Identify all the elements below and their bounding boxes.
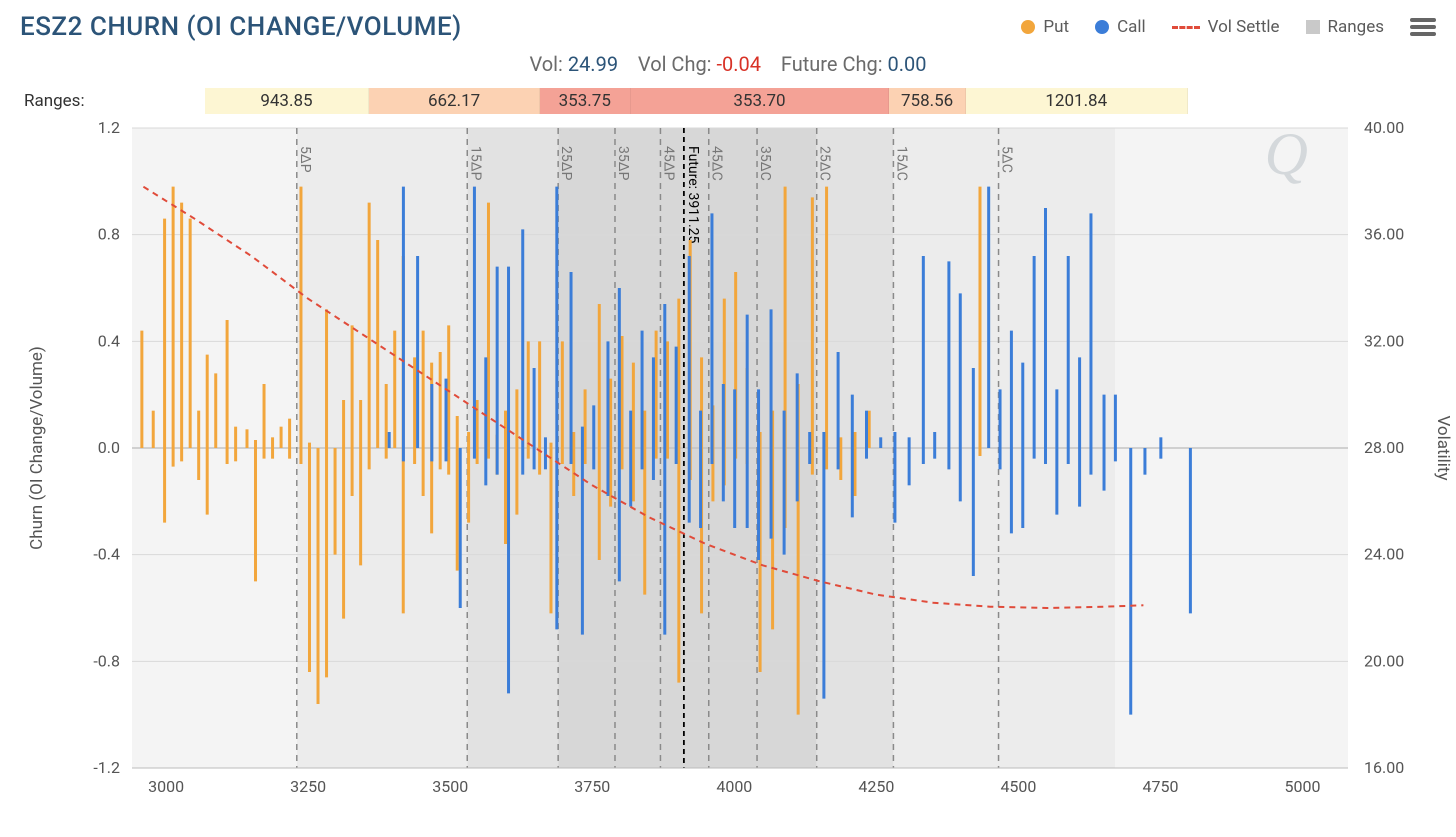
svg-text:15ΔC: 15ΔC <box>893 146 909 181</box>
vol-label: Vol: <box>529 52 562 76</box>
svg-text:3250: 3250 <box>290 777 326 796</box>
chart-legend: Put Call Vol Settle Ranges <box>1021 17 1436 37</box>
svg-text:0.0: 0.0 <box>98 438 120 457</box>
range-cell: 353.70 <box>631 88 890 114</box>
svg-text:Future: 3911.25: Future: 3911.25 <box>685 146 701 244</box>
svg-text:3750: 3750 <box>574 777 610 796</box>
range-cell: 943.85 <box>205 88 370 114</box>
svg-text:Q: Q <box>1265 121 1308 187</box>
svg-text:20.00: 20.00 <box>1364 651 1404 670</box>
svg-text:0.8: 0.8 <box>98 225 120 244</box>
chart-container: -1.2 -0.8 -0.4 0.0 0.4 0.8 1.2 16.00 20.00 24.00 2… <box>24 118 1456 808</box>
volchg-value: -0.04 <box>717 52 762 76</box>
futchg-label: Future Chg: <box>781 52 883 76</box>
svg-text:28.00: 28.00 <box>1364 438 1404 457</box>
futchg-value: 0.00 <box>888 52 927 76</box>
legend-vol[interactable]: Vol Settle <box>1172 17 1280 37</box>
chart-title: ESZ2 CHURN (OI CHANGE/VOLUME) <box>20 12 462 42</box>
svg-text:-0.4: -0.4 <box>93 545 120 564</box>
legend-ranges-label: Ranges <box>1328 17 1384 37</box>
range-cell: 662.17 <box>369 88 539 114</box>
ranges-cells: 943.85662.17353.75353.70758.561201.84 <box>97 88 1456 114</box>
svg-text:32.00: 32.00 <box>1364 331 1404 350</box>
range-cell: 353.75 <box>540 88 631 114</box>
range-cell: 758.56 <box>889 88 966 114</box>
svg-text:5ΔC: 5ΔC <box>999 146 1015 173</box>
svg-text:25ΔP: 25ΔP <box>558 146 574 181</box>
legend-put-label: Put <box>1043 17 1069 37</box>
svg-text:0.4: 0.4 <box>98 331 120 350</box>
svg-text:25ΔC: 25ΔC <box>817 146 833 181</box>
svg-text:4500: 4500 <box>1000 777 1036 796</box>
svg-text:1.2: 1.2 <box>98 118 120 137</box>
legend-call-label: Call <box>1117 17 1146 37</box>
svg-text:5ΔP: 5ΔP <box>297 146 313 173</box>
vol-value: 24.99 <box>568 52 618 76</box>
svg-text:-0.8: -0.8 <box>93 651 120 670</box>
vol-dash-icon <box>1172 26 1200 29</box>
chart-menu-icon[interactable] <box>1410 18 1436 36</box>
svg-text:35ΔC: 35ΔC <box>757 146 773 181</box>
legend-call[interactable]: Call <box>1095 17 1146 37</box>
svg-text:36.00: 36.00 <box>1364 225 1404 244</box>
legend-put[interactable]: Put <box>1021 17 1069 37</box>
ranges-box-icon <box>1306 20 1320 34</box>
svg-text:4250: 4250 <box>858 777 894 796</box>
svg-text:16.00: 16.00 <box>1364 758 1404 777</box>
svg-text:Churn (OI Change/Volume): Churn (OI Change/Volume) <box>27 346 47 550</box>
ranges-bar: Ranges: 943.85662.17353.75353.70758.5612… <box>0 88 1456 114</box>
svg-text:35ΔP: 35ΔP <box>615 146 631 181</box>
svg-text:5000: 5000 <box>1285 777 1321 796</box>
svg-text:-1.2: -1.2 <box>93 758 120 777</box>
svg-text:45ΔP: 45ΔP <box>660 146 676 181</box>
chart-header: ESZ2 CHURN (OI CHANGE/VOLUME) Put Call V… <box>0 0 1456 46</box>
churn-chart[interactable]: -1.2 -0.8 -0.4 0.0 0.4 0.8 1.2 16.00 20.00 24.00 2… <box>24 118 1456 808</box>
legend-ranges[interactable]: Ranges <box>1306 17 1384 37</box>
svg-text:45ΔC: 45ΔC <box>709 146 725 181</box>
volchg-label: Vol Chg: <box>638 52 712 76</box>
svg-text:4750: 4750 <box>1143 777 1179 796</box>
svg-text:24.00: 24.00 <box>1364 545 1404 564</box>
svg-text:3500: 3500 <box>432 777 468 796</box>
svg-text:3000: 3000 <box>148 777 184 796</box>
svg-text:15ΔP: 15ΔP <box>467 146 483 181</box>
ranges-bar-label: Ranges: <box>24 88 97 114</box>
stats-row: Vol: 24.99 Vol Chg: -0.04 Future Chg: 0.… <box>0 46 1456 88</box>
svg-text:4000: 4000 <box>716 777 752 796</box>
svg-text:Volatility: Volatility <box>1433 415 1453 480</box>
svg-text:40.00: 40.00 <box>1364 118 1404 137</box>
legend-vol-label: Vol Settle <box>1208 17 1280 37</box>
call-dot-icon <box>1095 20 1109 34</box>
put-dot-icon <box>1021 20 1035 34</box>
range-cell: 1201.84 <box>966 88 1188 114</box>
